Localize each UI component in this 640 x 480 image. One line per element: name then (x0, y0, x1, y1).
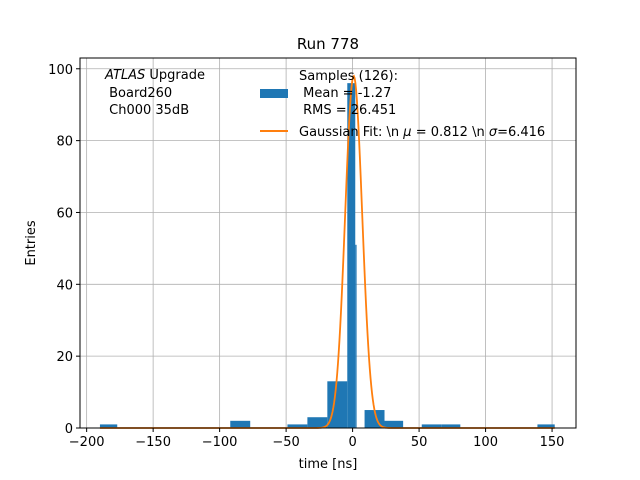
axes-frame (79, 57, 577, 429)
legend-histogram-swatch (260, 89, 288, 98)
annotation-atlas: ATLAS (104, 68, 145, 83)
histogram-bar-1 (230, 420, 251, 428)
histogram-bar-8 (384, 420, 404, 428)
annotation-line-2: Board260 (105, 86, 172, 101)
y-axis-ticks: 0 20 40 60 80 100 (48, 63, 80, 437)
histogram-bars (99, 83, 555, 428)
legend-fit-sigma-value: =6.416 (497, 125, 545, 140)
x-tick-label-2: −100 (202, 435, 238, 450)
histogram-bar-5 (347, 83, 356, 428)
y-axis-label: Entries (24, 220, 39, 266)
chart-title: Run 778 (297, 35, 359, 53)
y-tick-label-4: 80 (56, 135, 73, 150)
x-tick-label-3: −50 (272, 435, 299, 450)
histogram-bar-6 (355, 244, 357, 428)
y-tick-label-0: 0 (65, 422, 73, 437)
legend-histogram-label-line-1: Samples (126): (299, 69, 398, 84)
x-axis-label: time [ns] (299, 457, 358, 472)
legend-histogram-label-line-2: Mean = -1.27 (299, 86, 391, 101)
y-tick-label-2: 40 (56, 278, 73, 293)
legend-fit-label: Gaussian Fit: \n μ = 0.812 \n σ=6.416 (299, 125, 545, 140)
legend-fit-mu-symbol: μ (402, 125, 411, 140)
annotation-box: ATLAS Upgrade Board260 Ch000 35dB (104, 68, 205, 118)
legend-fit-sigma-symbol: σ (489, 125, 498, 140)
x-tick-label-5: 50 (411, 435, 428, 450)
legend-histogram-label-line-3: RMS = 26.451 (299, 103, 396, 118)
histogram-bar-9 (421, 424, 442, 428)
x-axis-ticks: −200 −150 −100 −50 0 50 100 150 (69, 428, 565, 450)
y-tick-label-1: 20 (56, 350, 73, 365)
annotation-upgrade: Upgrade (145, 68, 205, 83)
histogram-bar-3 (307, 417, 328, 428)
y-tick-label-5: 100 (48, 63, 73, 78)
histogram-bar-11 (537, 424, 555, 428)
x-tick-label-1: −150 (135, 435, 171, 450)
legend-fit-prefix: Gaussian Fit: \n (299, 125, 403, 140)
legend: Samples (126): Mean = -1.27 RMS = 26.451… (260, 69, 545, 140)
annotation-line-3: Ch000 35dB (105, 103, 189, 118)
histogram-bar-0 (99, 424, 118, 428)
annotation-line-1: ATLAS Upgrade (104, 68, 205, 83)
x-tick-label-4: 0 (348, 435, 356, 450)
histogram-bar-10 (441, 424, 461, 428)
y-tick-label-3: 60 (56, 206, 73, 221)
legend-fit-mu-value: = 0.812 \n (412, 125, 489, 140)
x-tick-label-0: −200 (69, 435, 105, 450)
x-tick-label-6: 100 (473, 435, 498, 450)
x-tick-label-7: 150 (540, 435, 565, 450)
histogram-bar-2 (287, 424, 308, 428)
